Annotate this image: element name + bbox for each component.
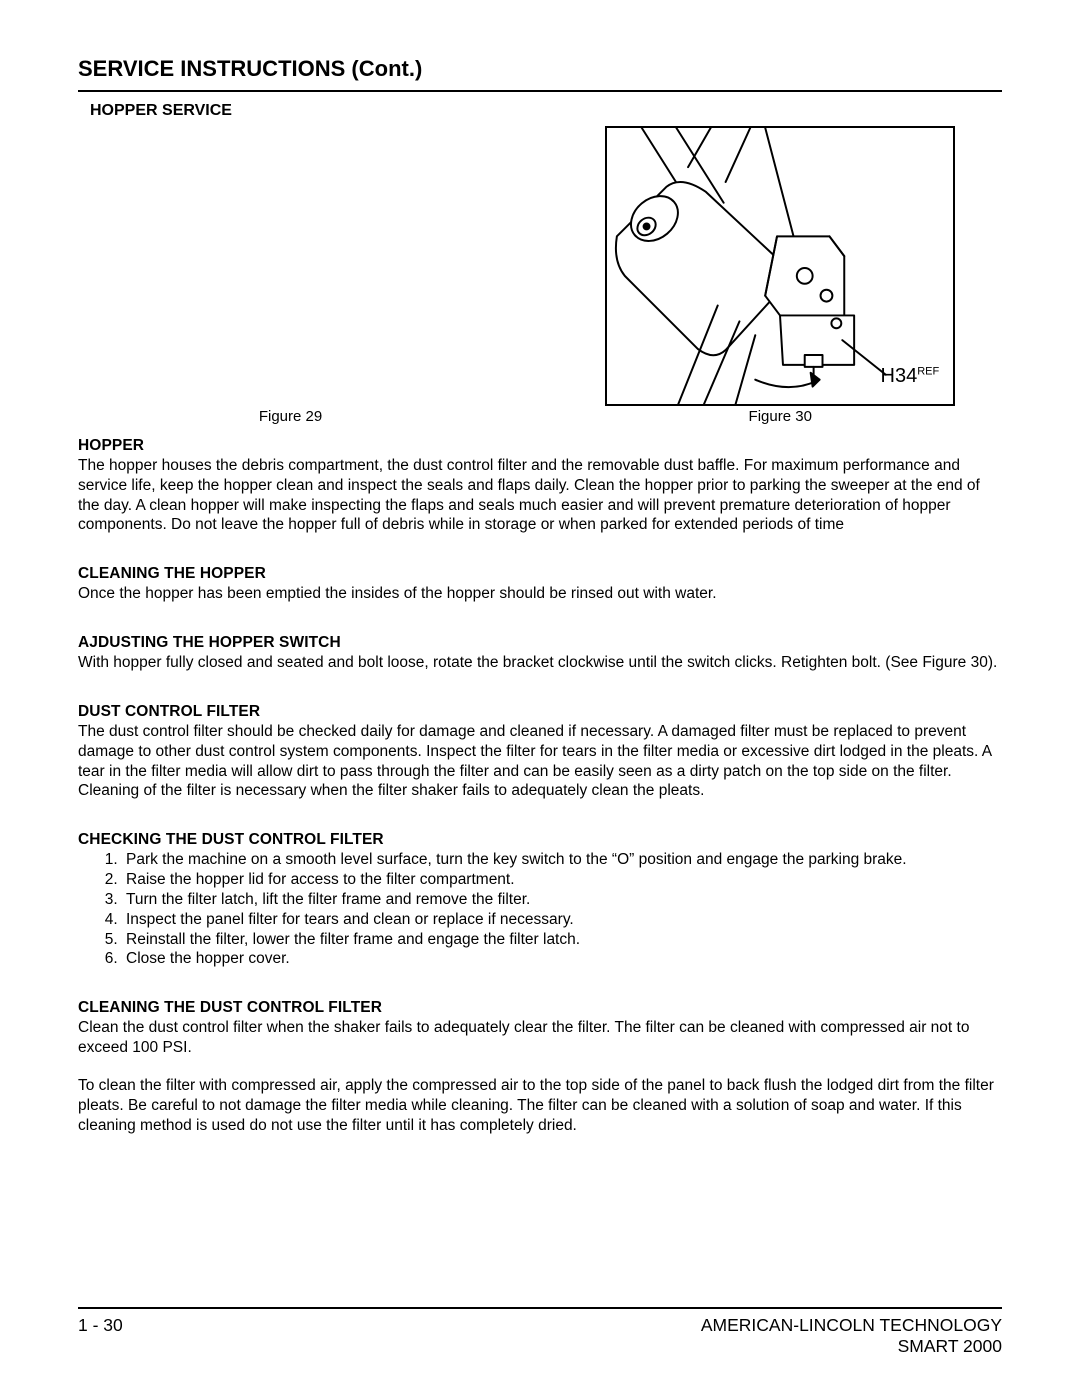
text-cleaning-filter-p1: Clean the dust control filter when the s… (78, 1018, 1002, 1058)
page-subtitle: HOPPER SERVICE (90, 102, 1002, 120)
page-footer: 1 - 30 AMERICAN-LINCOLN TECHNOLOGY SMART… (78, 1315, 1002, 1357)
figure-29-caption: Figure 29 (78, 408, 503, 425)
text-adjusting-switch: With hopper fully closed and seated and … (78, 653, 1002, 673)
hopper-switch-diagram (607, 126, 953, 406)
heading-hopper: HOPPER (78, 437, 1002, 455)
figure-left: Figure 29 (78, 408, 503, 425)
section-cleaning-hopper: CLEANING THE HOPPER Once the hopper has … (78, 565, 1002, 604)
footer-rule (78, 1307, 1002, 1309)
footer-brand-line1: AMERICAN-LINCOLN TECHNOLOGY (701, 1315, 1002, 1336)
list-item: Park the machine on a smooth level surfa… (122, 850, 1002, 870)
checking-filter-list: Park the machine on a smooth level surfa… (78, 850, 1002, 969)
section-dust-filter: DUST CONTROL FILTER The dust control fil… (78, 703, 1002, 801)
heading-adjusting-switch: AJDUSTING THE HOPPER SWITCH (78, 634, 1002, 652)
page-number: 1 - 30 (78, 1315, 123, 1357)
figure-right: H34REF Figure 30 (558, 126, 1002, 425)
section-checking-filter: CHECKING THE DUST CONTROL FILTER Park th… (78, 831, 1002, 969)
heading-cleaning-hopper: CLEANING THE HOPPER (78, 565, 1002, 583)
figure-30-box: H34REF (605, 126, 955, 406)
section-cleaning-filter: CLEANING THE DUST CONTROL FILTER Clean t… (78, 999, 1002, 1135)
list-item: Turn the filter latch, lift the filter f… (122, 890, 1002, 910)
figure-ref-label: H34REF (881, 365, 940, 388)
list-item: Raise the hopper lid for access to the f… (122, 870, 1002, 890)
page-title: SERVICE INSTRUCTIONS (Cont.) (78, 56, 1002, 92)
heading-dust-filter: DUST CONTROL FILTER (78, 703, 1002, 721)
list-item: Reinstall the filter, lower the filter f… (122, 930, 1002, 950)
text-cleaning-hopper: Once the hopper has been emptied the ins… (78, 584, 1002, 604)
heading-checking-filter: CHECKING THE DUST CONTROL FILTER (78, 831, 1002, 849)
text-cleaning-filter-p2: To clean the filter with compressed air,… (78, 1076, 1002, 1135)
ref-code: H34 (881, 365, 918, 387)
list-item: Inspect the panel filter for tears and c… (122, 910, 1002, 930)
figure-30-caption: Figure 30 (558, 408, 1002, 425)
text-hopper: The hopper houses the debris compartment… (78, 456, 1002, 535)
section-adjusting-switch: AJDUSTING THE HOPPER SWITCH With hopper … (78, 634, 1002, 673)
text-dust-filter: The dust control filter should be checke… (78, 722, 1002, 801)
footer-brand-line2: SMART 2000 (701, 1336, 1002, 1357)
heading-cleaning-filter: CLEANING THE DUST CONTROL FILTER (78, 999, 1002, 1017)
footer-brand: AMERICAN-LINCOLN TECHNOLOGY SMART 2000 (701, 1315, 1002, 1357)
list-item: Close the hopper cover. (122, 949, 1002, 969)
ref-sup: REF (917, 365, 939, 377)
section-hopper: HOPPER The hopper houses the debris comp… (78, 437, 1002, 535)
figure-row: Figure 29 (78, 126, 1002, 425)
